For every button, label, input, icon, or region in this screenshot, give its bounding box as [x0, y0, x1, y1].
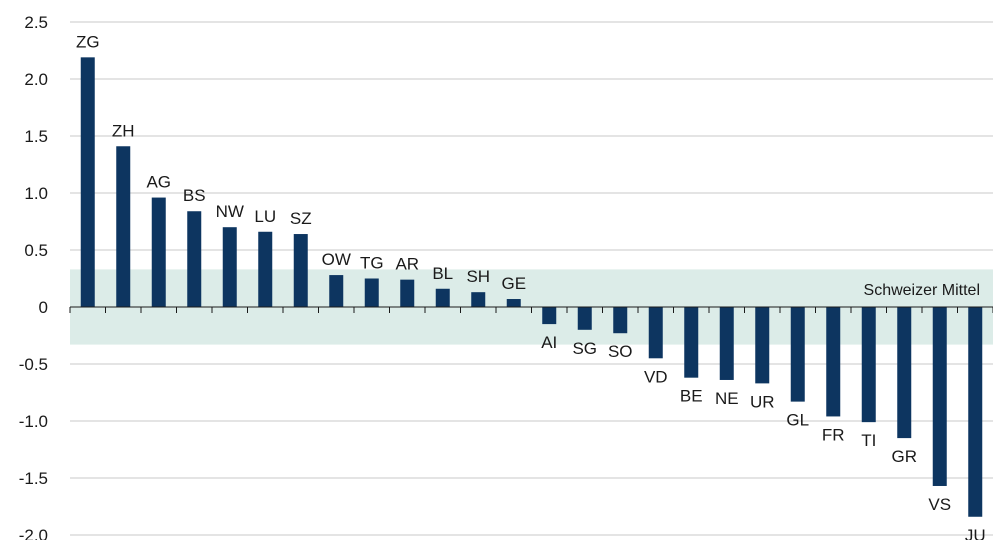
bar-lu [258, 231, 273, 307]
category-label-ag: AG [146, 173, 171, 192]
y-tick-label: 1.5 [24, 127, 48, 146]
y-tick-label: 2.5 [24, 13, 48, 32]
category-label-sg: SG [572, 339, 597, 358]
bar-ai [542, 307, 557, 325]
category-label-so: SO [608, 342, 633, 361]
zero-axis [69, 306, 993, 313]
y-tick-label: -1.5 [19, 469, 48, 488]
bar-sz [293, 234, 308, 307]
category-label-vs: VS [928, 495, 951, 514]
category-label-ju: JU [965, 526, 986, 540]
y-tick-label: 2.0 [24, 70, 48, 89]
bar-vs [932, 307, 947, 486]
category-label-nw: NW [216, 202, 244, 221]
bar-sg [577, 307, 592, 330]
bars [80, 57, 983, 517]
category-label-zh: ZH [112, 121, 135, 140]
category-label-bs: BS [183, 186, 206, 205]
bar-gr [897, 307, 912, 439]
category-label-ow: OW [322, 250, 351, 269]
bar-vd [648, 307, 663, 359]
category-label-sh: SH [466, 267, 490, 286]
category-label-ai: AI [541, 333, 557, 352]
bar-nw [222, 227, 237, 307]
category-label-zg: ZG [76, 32, 100, 51]
category-labels: ZG ZH AG BS NW LU SZ OW TG AR BL SH GE AI SG SO VD BE NE UR… [76, 32, 986, 540]
category-label-tg: TG [360, 254, 384, 273]
category-label-ur: UR [750, 392, 775, 411]
y-tick-label: 0.5 [24, 241, 48, 260]
y-axis-ticks: 2.5 2.0 1.5 1.0 0.5 0 -0.5 -1.0 -1.5 -2.0 [19, 13, 48, 540]
bar-be [684, 307, 699, 378]
bar-sh [471, 292, 486, 307]
y-tick-label: -0.5 [19, 355, 48, 374]
bar-so [613, 307, 628, 334]
bar-zh [116, 146, 131, 307]
bar-ar [400, 279, 415, 307]
bar-ur [755, 307, 770, 384]
bar-ne [719, 307, 734, 380]
category-label-fr: FR [822, 425, 845, 444]
bar-bs [187, 211, 202, 307]
average-band-label: Schweizer Mittel [864, 282, 980, 299]
bar-ow [329, 275, 344, 307]
category-label-ge: GE [501, 274, 526, 293]
y-tick-label: 0 [39, 298, 48, 317]
category-label-lu: LU [254, 207, 276, 226]
bar-fr [826, 307, 841, 417]
bar-ag [151, 197, 166, 307]
category-label-be: BE [680, 387, 703, 406]
bar-zg [80, 57, 95, 308]
category-label-gr: GR [892, 447, 918, 466]
bar-ju [968, 307, 983, 517]
y-tick-label: 1.0 [24, 184, 48, 203]
y-tick-label: -2.0 [19, 526, 48, 540]
bar-tg [364, 278, 379, 307]
category-label-gl: GL [786, 411, 809, 430]
category-label-ar: AR [395, 255, 419, 274]
bar-ti [861, 307, 876, 423]
bar-bl [435, 288, 450, 307]
bar-ge [506, 299, 521, 307]
category-label-bl: BL [432, 264, 453, 283]
bar-gl [790, 307, 805, 402]
category-label-ne: NE [715, 389, 739, 408]
category-label-vd: VD [644, 367, 668, 386]
category-label-sz: SZ [290, 209, 312, 228]
y-tick-label: -1.0 [19, 412, 48, 431]
category-label-ti: TI [861, 431, 876, 450]
